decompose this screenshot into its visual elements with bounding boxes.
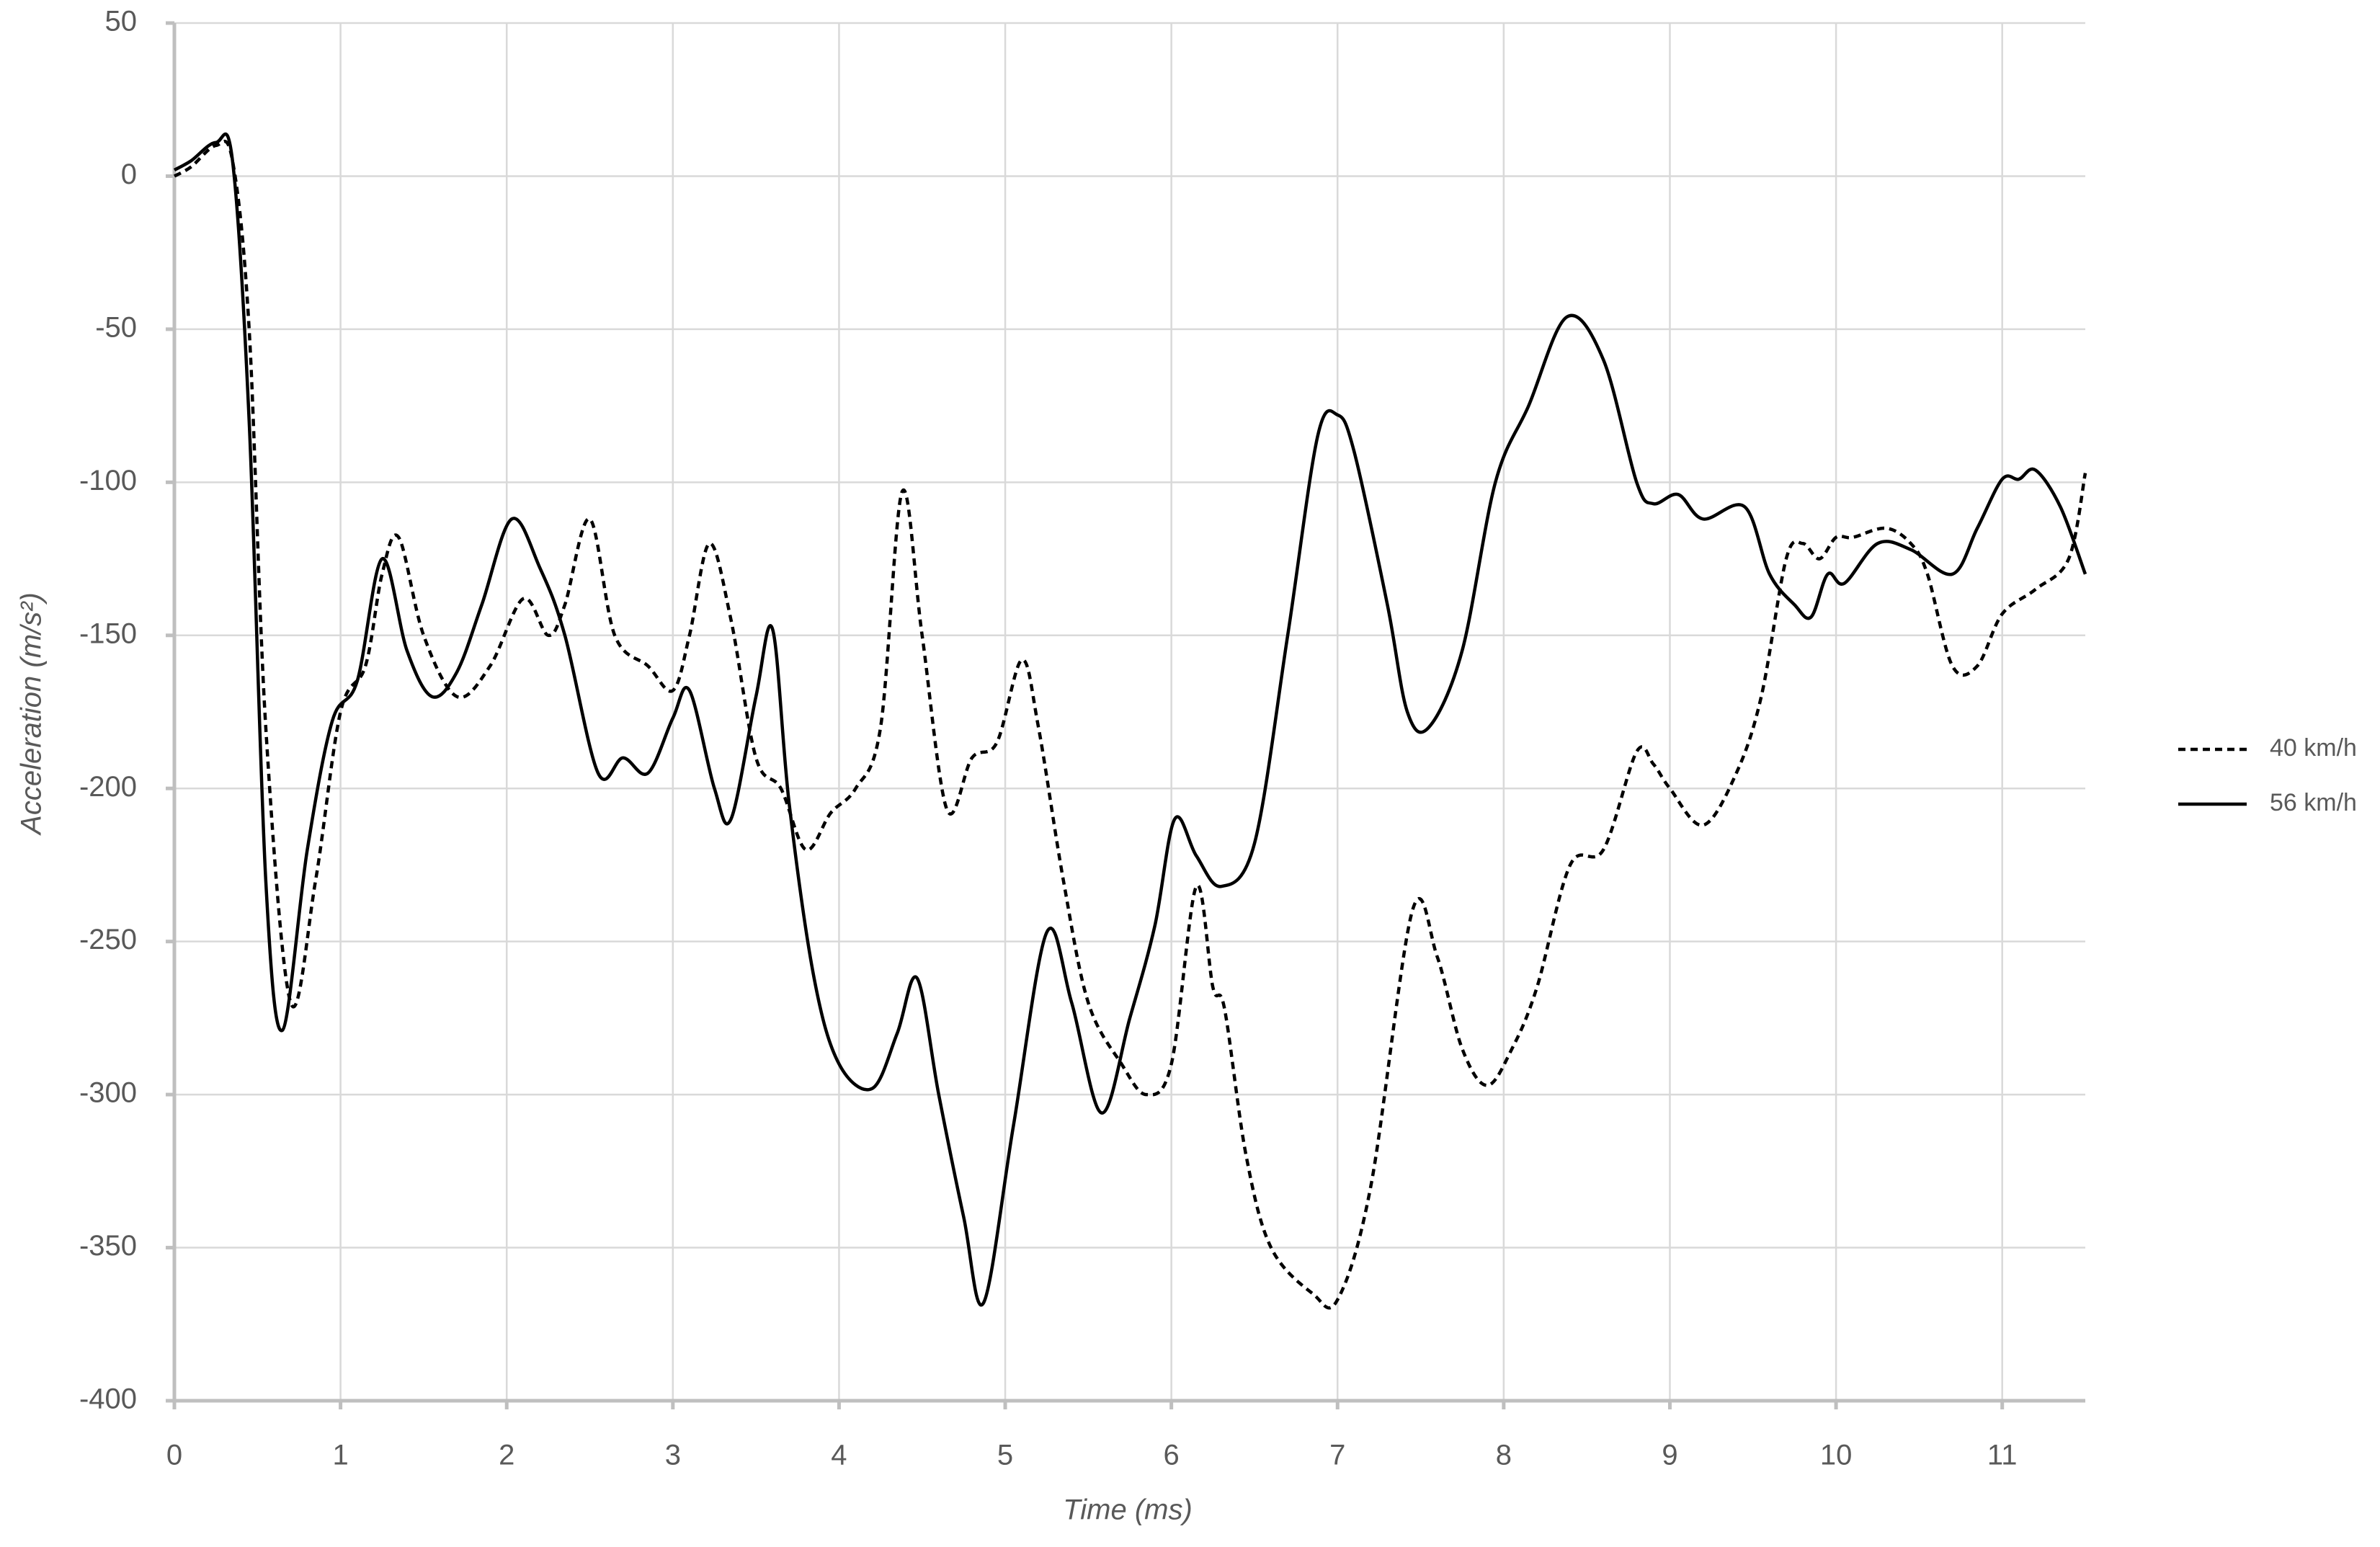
- x-tick-label: 11: [1987, 1440, 2018, 1471]
- x-tick-label: 3: [665, 1440, 681, 1471]
- y-tick-label: -150: [79, 618, 137, 649]
- y-tick-label: -400: [79, 1383, 137, 1415]
- data-line: [173, 132, 2087, 1307]
- x-tick-label: 7: [1329, 1440, 1345, 1471]
- y-tick-label: -250: [79, 924, 137, 955]
- y-tick-label: 0: [121, 159, 137, 190]
- y-tick-label: -50: [95, 311, 137, 343]
- y-tick-label: -200: [79, 771, 137, 803]
- y-tick-label: 50: [105, 6, 138, 37]
- x-tick-label: 5: [997, 1440, 1013, 1471]
- y-tick-label: -100: [79, 465, 137, 496]
- legend-label: 40 km/h: [2270, 734, 2357, 762]
- x-tick-label: 1: [332, 1440, 348, 1471]
- x-tick-label: 4: [831, 1440, 847, 1471]
- x-tick-label: 0: [166, 1440, 182, 1471]
- y-tick-label: -350: [79, 1230, 137, 1262]
- legend-label: 56 km/h: [2270, 789, 2357, 816]
- y-tick-label: -300: [79, 1077, 137, 1109]
- x-tick-label: 2: [499, 1440, 514, 1471]
- x-tick-label: 8: [1496, 1440, 1512, 1471]
- x-tick-label: 6: [1164, 1440, 1180, 1471]
- x-axis-title: Time (ms): [1063, 1494, 1193, 1526]
- data-line: [173, 139, 2087, 1310]
- x-tick-label: 10: [1820, 1440, 1853, 1471]
- y-axis-title: Acceleration (m/s²): [16, 592, 48, 836]
- x-tick-label: 9: [1662, 1440, 1677, 1471]
